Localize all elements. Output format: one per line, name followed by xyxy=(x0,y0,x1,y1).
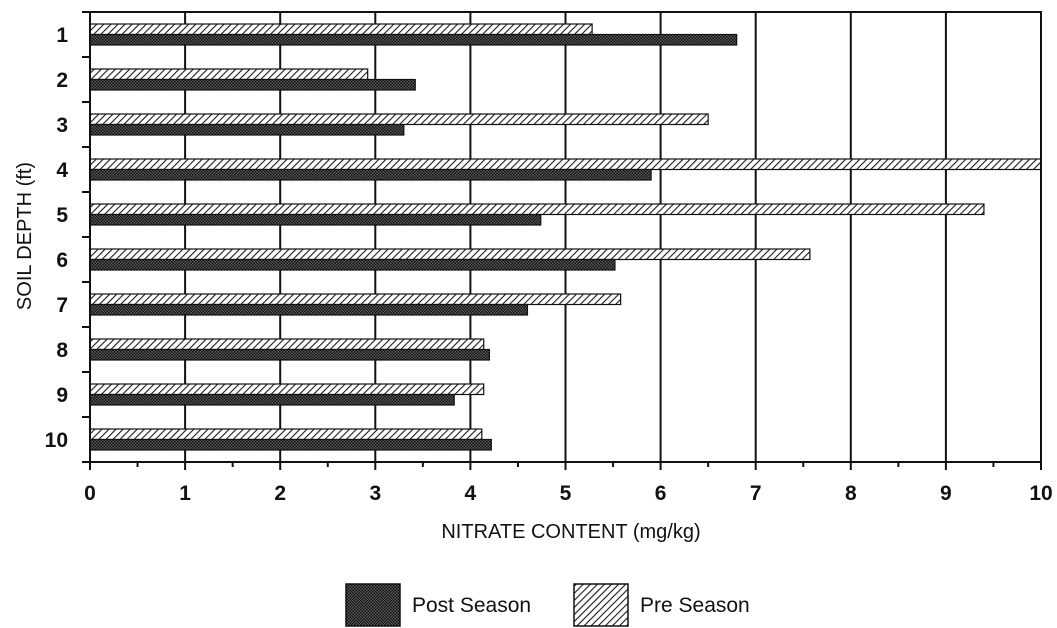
legend-swatch-pre-season xyxy=(573,583,629,627)
bar-post-season xyxy=(89,168,652,181)
x-tick-label: 3 xyxy=(369,482,381,505)
bar-post-season xyxy=(89,33,738,46)
bar-pre-season xyxy=(89,248,811,261)
y-tick-label: 2 xyxy=(56,69,68,92)
y-tick-label: 3 xyxy=(56,114,68,137)
legend-label-post-season: Post Season xyxy=(412,594,531,617)
bar-post-season xyxy=(89,303,529,316)
bar-post-season xyxy=(89,213,542,226)
bar-post-season xyxy=(89,123,405,136)
x-tick-label: 7 xyxy=(750,482,762,505)
x-tick-label: 4 xyxy=(465,482,477,505)
x-axis-title: NITRATE CONTENT (mg/kg) xyxy=(441,521,700,543)
x-tick-label: 2 xyxy=(274,482,286,505)
bar-pre-season xyxy=(89,383,485,396)
y-tick-label: 5 xyxy=(56,204,68,227)
bar-pre-season xyxy=(89,68,369,81)
legend-swatch-post-season xyxy=(345,583,401,627)
bar-pre-season xyxy=(89,293,622,306)
x-tick-label: 1 xyxy=(179,482,191,505)
bar-post-season xyxy=(89,348,491,361)
bar-post-season xyxy=(89,258,616,271)
y-tick-label: 1 xyxy=(56,24,68,47)
x-tick-label: 5 xyxy=(560,482,572,505)
legend-label-pre-season: Pre Season xyxy=(640,594,750,617)
bar-pre-season xyxy=(89,338,485,351)
bar-pre-season xyxy=(89,158,1042,171)
y-tick-label: 8 xyxy=(56,339,68,362)
bar-pre-season xyxy=(89,203,985,216)
bar-post-season xyxy=(89,438,492,451)
x-tick-label: 0 xyxy=(84,482,96,505)
y-tick-label: 7 xyxy=(56,294,68,317)
bar-pre-season xyxy=(89,428,483,441)
bar-pre-season xyxy=(89,23,593,36)
y-axis-title: SOIL DEPTH (ft) xyxy=(14,162,36,310)
x-tick-label: 9 xyxy=(940,482,952,505)
bar-pre-season xyxy=(89,113,709,126)
y-tick-label: 10 xyxy=(45,429,68,452)
bar-post-season xyxy=(89,78,416,91)
y-tick-label: 6 xyxy=(56,249,68,272)
x-tick-label: 6 xyxy=(655,482,667,505)
y-tick-label: 4 xyxy=(56,159,68,182)
bar-post-season xyxy=(89,393,455,406)
y-tick-label: 9 xyxy=(56,384,68,407)
x-tick-label: 10 xyxy=(1029,482,1052,505)
x-tick-label: 8 xyxy=(845,482,857,505)
legend: Post Season Pre Season xyxy=(345,583,750,627)
